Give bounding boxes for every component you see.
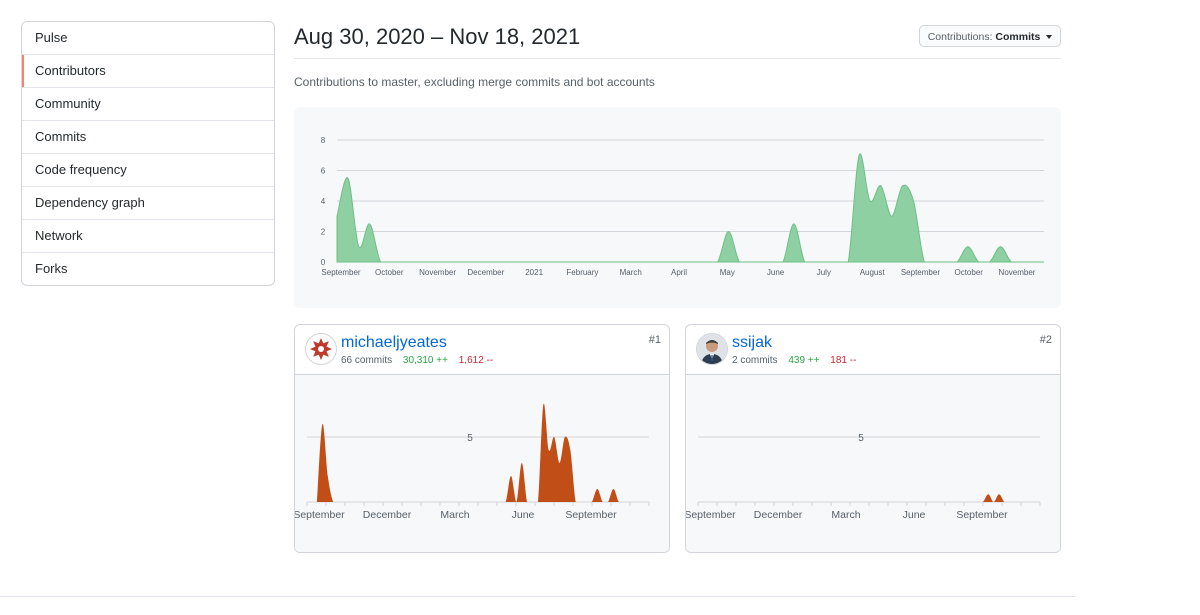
x-tick-label: August bbox=[860, 268, 886, 277]
contributor-stats: 2 commits 439 ++ 181 -- bbox=[732, 355, 856, 366]
x-tick-label: October bbox=[375, 268, 404, 277]
commits-area bbox=[336, 153, 1044, 263]
x-tick-label: July bbox=[817, 268, 831, 277]
x-tick-label: December bbox=[363, 509, 412, 521]
deletions-count: 1,612 -- bbox=[458, 355, 494, 366]
y-tick-label: 5 bbox=[858, 433, 864, 444]
red-snowflake-identicon-icon bbox=[310, 338, 332, 360]
contributions-value: Commits bbox=[995, 31, 1041, 43]
page-title: Aug 30, 2020 – Nov 18, 2021 bbox=[294, 24, 581, 49]
x-tick-label: September bbox=[956, 509, 1008, 521]
contributor-chart-svg: 5 September December March June September bbox=[295, 403, 650, 521]
contributor-commits-area bbox=[708, 494, 1026, 502]
deletions-count: 181 -- bbox=[830, 355, 857, 366]
avatar[interactable] bbox=[696, 333, 728, 365]
sidebar-item-pulse[interactable]: Pulse bbox=[35, 30, 68, 45]
contributor-commits-area bbox=[317, 403, 635, 502]
x-tick-label: June bbox=[903, 509, 926, 521]
contributor-card-header: michaeljyeates 66 commits 30,310 ++ 1,61… bbox=[295, 325, 669, 375]
contributor-card-header: ssijak 2 commits 439 ++ 181 -- #2 bbox=[686, 325, 1060, 375]
contributor-chart: 5 September December March June September bbox=[295, 375, 669, 552]
contributor-card: michaeljyeates 66 commits 30,310 ++ 1,61… bbox=[294, 324, 670, 553]
x-tick-label: December bbox=[467, 268, 504, 277]
x-tick-label: May bbox=[720, 268, 735, 277]
contributions-dropdown-button[interactable]: Contributions: Commits bbox=[919, 25, 1061, 47]
additions-count: 30,310 ++ bbox=[402, 355, 448, 366]
x-tick-label: September bbox=[321, 268, 360, 277]
x-tick-label: June bbox=[512, 509, 535, 521]
contributor-chart-svg: 5 September December March June September bbox=[686, 433, 1041, 521]
x-tick-label: September bbox=[901, 268, 940, 277]
y-tick-label: 2 bbox=[321, 228, 326, 237]
x-tick-label: March bbox=[831, 509, 860, 521]
contributions-chart-svg: 0 2 4 6 8 September October November December 202… bbox=[321, 136, 1044, 277]
y-tick-label: 6 bbox=[321, 167, 326, 176]
x-tick-label: December bbox=[754, 509, 803, 521]
page-subtitle: Contributions to master, excluding merge… bbox=[294, 75, 655, 89]
x-tick-label: October bbox=[954, 268, 983, 277]
y-tick-label: 5 bbox=[467, 433, 473, 444]
sidebar-item-dependency-graph[interactable]: Dependency graph bbox=[22, 186, 274, 219]
sidebar-item-community[interactable]: Community bbox=[22, 87, 274, 120]
sidebar-item-network[interactable]: Network bbox=[22, 219, 274, 252]
x-tick-label: February bbox=[566, 268, 598, 277]
chevron-down-icon bbox=[1046, 35, 1053, 40]
sidebar-item-contributors[interactable]: Contributors bbox=[22, 54, 274, 87]
y-tick-label: 4 bbox=[321, 197, 326, 206]
user-photo-avatar-icon bbox=[697, 334, 727, 364]
contributor-card: ssijak 2 commits 439 ++ 181 -- #2 5 Septe… bbox=[685, 324, 1061, 553]
contributor-stats: 66 commits 30,310 ++ 1,612 -- bbox=[341, 355, 493, 366]
x-tick-label: April bbox=[671, 268, 687, 277]
contributions-chart: 0 2 4 6 8 September October November December 202… bbox=[294, 107, 1061, 308]
x-tick-label: September bbox=[565, 509, 617, 521]
y-tick-label: 8 bbox=[321, 136, 326, 145]
commit-count[interactable]: 66 commits bbox=[341, 355, 393, 366]
sidebar-item-commits[interactable]: Commits bbox=[22, 120, 274, 153]
contributor-chart: 5 September December March June September bbox=[686, 375, 1060, 552]
sidebar-item-forks[interactable]: Forks bbox=[22, 252, 274, 285]
contributor-username-link[interactable]: ssijak bbox=[732, 334, 773, 351]
contributor-rank: #1 bbox=[648, 334, 661, 346]
x-tick-label: November bbox=[419, 268, 456, 277]
contributor-rank: #2 bbox=[1039, 334, 1052, 346]
commit-count[interactable]: 2 commits bbox=[732, 355, 778, 366]
x-tick-label: March bbox=[620, 268, 642, 277]
x-tick-label: 2021 bbox=[525, 268, 543, 277]
x-tick-label: September bbox=[295, 509, 345, 521]
header-divider bbox=[294, 58, 1061, 59]
footer-divider bbox=[0, 596, 1075, 597]
avatar[interactable] bbox=[305, 333, 337, 365]
contributions-prefix: Contributions: bbox=[927, 31, 993, 43]
y-tick-label: 0 bbox=[321, 258, 326, 267]
x-tick-label: November bbox=[999, 268, 1036, 277]
x-tick-label: June bbox=[767, 268, 785, 277]
insights-sidebar: Pulse Contributors Community Commits Cod… bbox=[21, 21, 275, 286]
x-tick-label: September bbox=[686, 509, 736, 521]
additions-count: 439 ++ bbox=[788, 355, 820, 366]
sidebar-item-code-frequency[interactable]: Code frequency bbox=[22, 153, 274, 186]
x-tick-label: March bbox=[440, 509, 469, 521]
contributor-username-link[interactable]: michaeljyeates bbox=[341, 334, 447, 351]
